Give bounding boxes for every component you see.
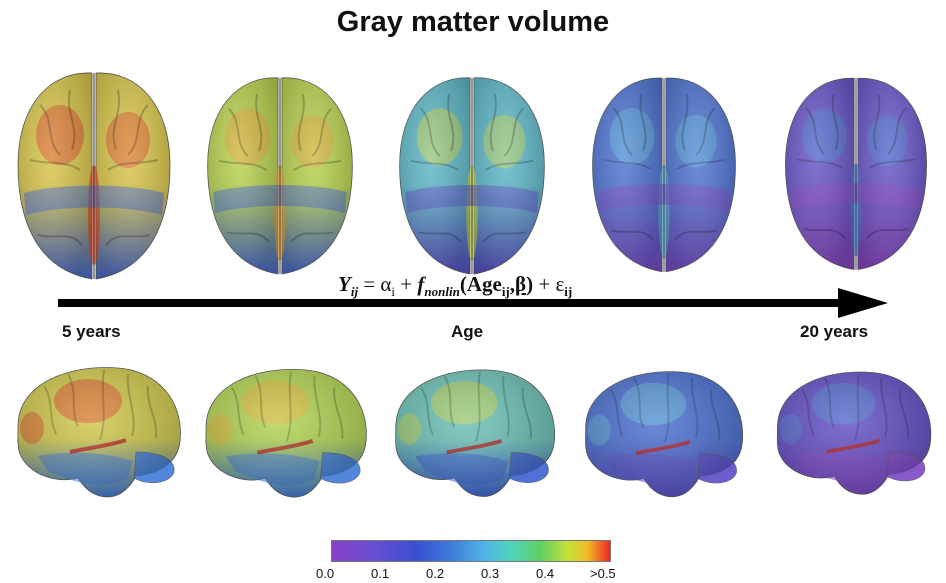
brain-top-view-age-3	[399, 77, 545, 275]
brain-side-view-age-3	[395, 369, 555, 497]
colorbar-ticks: 0.0 0.1 0.2 0.3 0.4 >0.5	[316, 566, 626, 582]
axis-start-label: 5 years	[62, 322, 121, 341]
figure-title: Gray matter volume	[336, 6, 610, 38]
colorbar-tick: 0.3	[481, 566, 500, 581]
brain-side-view-age-4	[585, 371, 744, 498]
brain-side-view-20-years	[776, 371, 932, 495]
brain-side-view-5-years	[17, 367, 181, 498]
brain-top-view-20-years	[785, 77, 927, 271]
colorbar-tick: 0.2	[426, 566, 445, 581]
colorbar-tick: >0.5	[590, 566, 616, 581]
brain-top-view-5-years	[17, 72, 171, 280]
age-arrow	[58, 288, 888, 318]
colorbar-tick: 0.4	[536, 566, 555, 581]
axis-title: Age	[451, 322, 484, 341]
model-equation: Yij = αi + fnonlin(Ageij,β) + εij	[338, 272, 573, 300]
colorbar-tick: 0.1	[371, 566, 390, 581]
colorbar-tick: 0.0	[316, 566, 335, 581]
brain-top-view-age-4	[592, 77, 736, 273]
colorbar	[331, 540, 611, 562]
brain-side-view-age-2	[205, 368, 367, 498]
axis-end-label: 20 years	[800, 322, 869, 341]
brain-top-view-age-2	[207, 77, 353, 275]
